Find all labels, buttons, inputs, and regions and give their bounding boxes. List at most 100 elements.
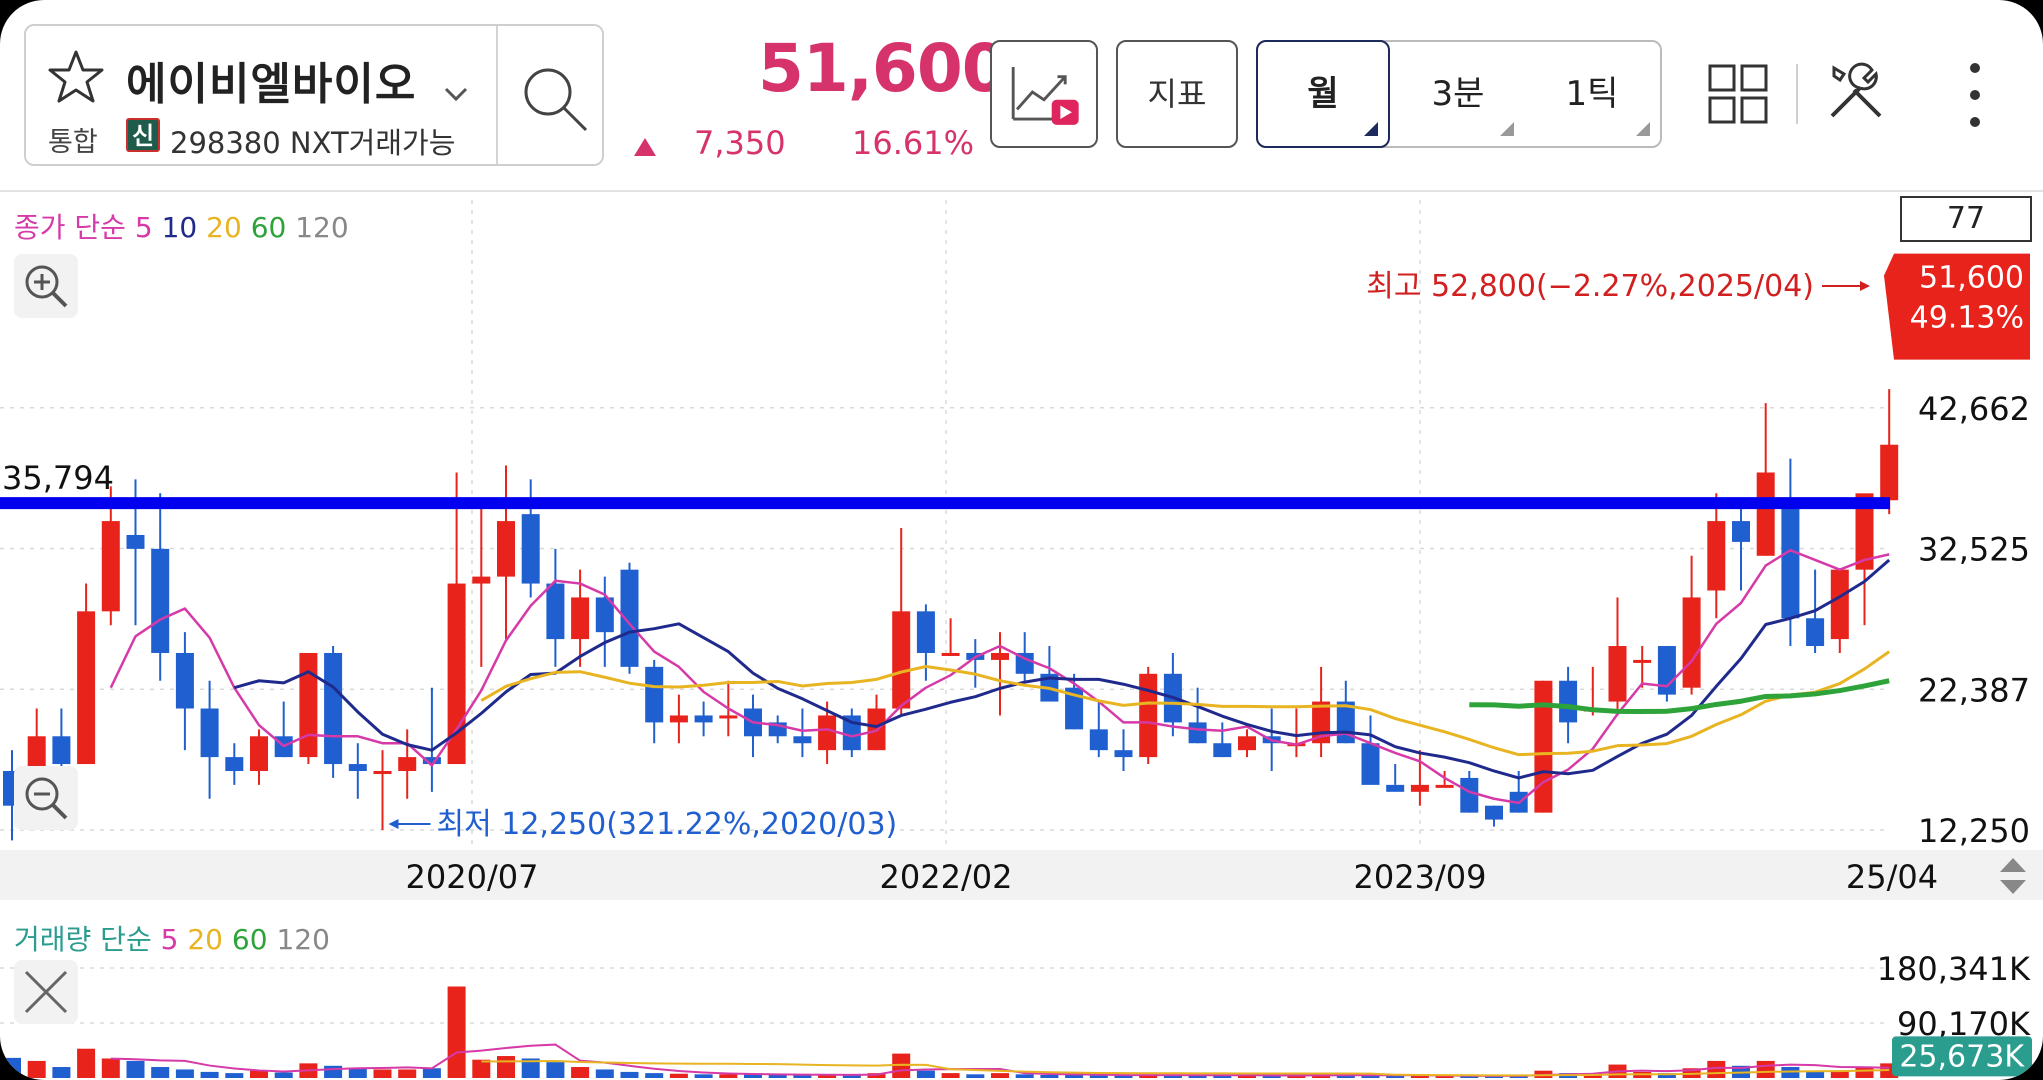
candle-body bbox=[1633, 659, 1652, 663]
price-change-percent: 16.61% bbox=[852, 124, 975, 162]
favorite-star-icon[interactable] bbox=[46, 48, 106, 108]
candle-body bbox=[1608, 646, 1627, 702]
layout-grid-icon[interactable] bbox=[1708, 64, 1768, 124]
price-axis-label: 12,250 bbox=[1918, 812, 2030, 850]
candle-body bbox=[546, 583, 565, 640]
volume-bar bbox=[1262, 1075, 1281, 1078]
candle-body bbox=[1559, 680, 1578, 723]
candle-body bbox=[1830, 569, 1849, 640]
volume-bar bbox=[3, 1057, 21, 1078]
volume-bar bbox=[52, 1067, 71, 1078]
price-axis-label: 22,387 bbox=[1918, 671, 2030, 709]
candle-count-box[interactable]: 77 bbox=[1900, 196, 2032, 242]
candle-body bbox=[694, 715, 713, 723]
candle-body bbox=[1386, 784, 1405, 792]
period-1tick-label: 1틱 bbox=[1565, 74, 1619, 114]
candle-body bbox=[719, 715, 738, 719]
candle-body bbox=[1485, 805, 1503, 820]
candle-body bbox=[595, 597, 614, 633]
candle-body bbox=[52, 736, 71, 765]
volume-legend[interactable]: 거래량 단순 5 20 60 120 bbox=[14, 918, 330, 958]
candle-body bbox=[669, 715, 688, 723]
period-1tick-button[interactable]: 1틱 bbox=[1524, 42, 1660, 146]
more-vertical-icon[interactable] bbox=[1960, 60, 1990, 130]
candle-body bbox=[941, 652, 960, 656]
candle-body bbox=[1781, 500, 1800, 619]
candle-body bbox=[77, 611, 96, 765]
period-month-button[interactable]: 월 bbox=[1256, 40, 1390, 148]
period-3min-button[interactable]: 3분 bbox=[1392, 42, 1524, 146]
volume-bar bbox=[744, 1074, 762, 1078]
volume-ma20-line bbox=[481, 1060, 1890, 1077]
stock-selector[interactable]: 에이비엘바이오 통합 신 298380 NXT거래가능 bbox=[24, 24, 604, 166]
price-chart[interactable]: 35,794 42,662 32,525 22,387 12,250 2020/07 20… bbox=[0, 190, 2043, 1080]
current-volume-badge-text: 25,673K bbox=[1899, 1039, 2025, 1074]
candle-body bbox=[1756, 472, 1775, 556]
chevron-down-icon[interactable] bbox=[442, 80, 470, 108]
candle-body bbox=[1880, 444, 1899, 501]
volume-bar bbox=[324, 1065, 343, 1078]
zoom-in-icon[interactable] bbox=[14, 254, 78, 318]
candle-body bbox=[892, 611, 911, 709]
volume-bar bbox=[719, 1074, 738, 1078]
divider bbox=[496, 26, 498, 164]
candle-body bbox=[497, 521, 515, 577]
volume-bar bbox=[200, 1071, 219, 1078]
volume-bar bbox=[1806, 1070, 1825, 1078]
current-price-badge-text: 51,600 bbox=[1919, 261, 2024, 296]
current-volume-badge bbox=[1892, 1036, 2032, 1077]
volume-bar bbox=[1065, 1074, 1084, 1078]
volume-bar bbox=[1460, 1076, 1479, 1078]
candle-body bbox=[645, 666, 664, 723]
candle-body bbox=[447, 583, 466, 765]
volume-bar bbox=[818, 1074, 837, 1078]
volume-bar bbox=[1336, 1074, 1355, 1078]
stock-name[interactable]: 에이비엘바이오 bbox=[126, 59, 417, 110]
ma20-line bbox=[480, 650, 1891, 757]
volume-bar bbox=[373, 1069, 392, 1078]
close-icon[interactable] bbox=[14, 960, 78, 1024]
price-change: 7,350 bbox=[694, 124, 786, 162]
candle-body bbox=[1139, 673, 1158, 758]
volume-legend-title: 거래량 단순 bbox=[14, 923, 152, 956]
indicator-button[interactable]: 지표 bbox=[1116, 40, 1238, 148]
ma-legend-60: 60 bbox=[250, 211, 287, 244]
volume-bar bbox=[1213, 1075, 1232, 1078]
candle-body bbox=[571, 597, 590, 640]
volume-bar bbox=[521, 1058, 540, 1078]
dropdown-corner-icon bbox=[1636, 122, 1650, 136]
scroll-up-down-icon[interactable] bbox=[1996, 856, 2030, 896]
volume-bar bbox=[398, 1069, 417, 1078]
dropdown-corner-icon bbox=[1500, 122, 1514, 136]
volume-bar bbox=[1756, 1060, 1775, 1078]
ma-legend[interactable]: 종가 단순 5 10 20 60 120 bbox=[14, 206, 349, 246]
search-icon[interactable] bbox=[514, 48, 594, 144]
zoom-out-icon[interactable] bbox=[14, 766, 78, 830]
header-divider bbox=[0, 190, 2043, 192]
candle-body bbox=[1732, 521, 1750, 542]
candle-body bbox=[324, 652, 343, 765]
ma-legend-120: 120 bbox=[295, 211, 349, 244]
credit-badge: 신 bbox=[126, 118, 160, 152]
low-label: 최저 12,250(321.22%,2020/03) bbox=[437, 807, 898, 842]
tools-icon[interactable] bbox=[1824, 60, 1888, 124]
chart-video-button[interactable] bbox=[990, 40, 1098, 148]
volume-bar bbox=[1830, 1070, 1849, 1078]
volume-bar bbox=[1707, 1060, 1726, 1078]
volume-bar bbox=[151, 1067, 170, 1078]
candle-body bbox=[250, 736, 268, 771]
divider bbox=[1796, 64, 1798, 124]
candle-body bbox=[299, 652, 318, 758]
candle-body bbox=[991, 652, 1009, 660]
volume-bar bbox=[274, 1072, 293, 1078]
horizontal-line-group: 35,794 bbox=[0, 459, 1890, 510]
time-axis-label: 2022/02 bbox=[880, 858, 1013, 896]
volume-bar bbox=[1287, 1075, 1306, 1078]
candle-body bbox=[1806, 618, 1825, 647]
volume-grid bbox=[0, 967, 1890, 1024]
horizontal-line-label: 35,794 bbox=[2, 459, 114, 497]
volume-bar bbox=[175, 1069, 194, 1078]
volume-bar bbox=[1386, 1075, 1405, 1078]
volume-bar bbox=[1015, 1074, 1034, 1078]
